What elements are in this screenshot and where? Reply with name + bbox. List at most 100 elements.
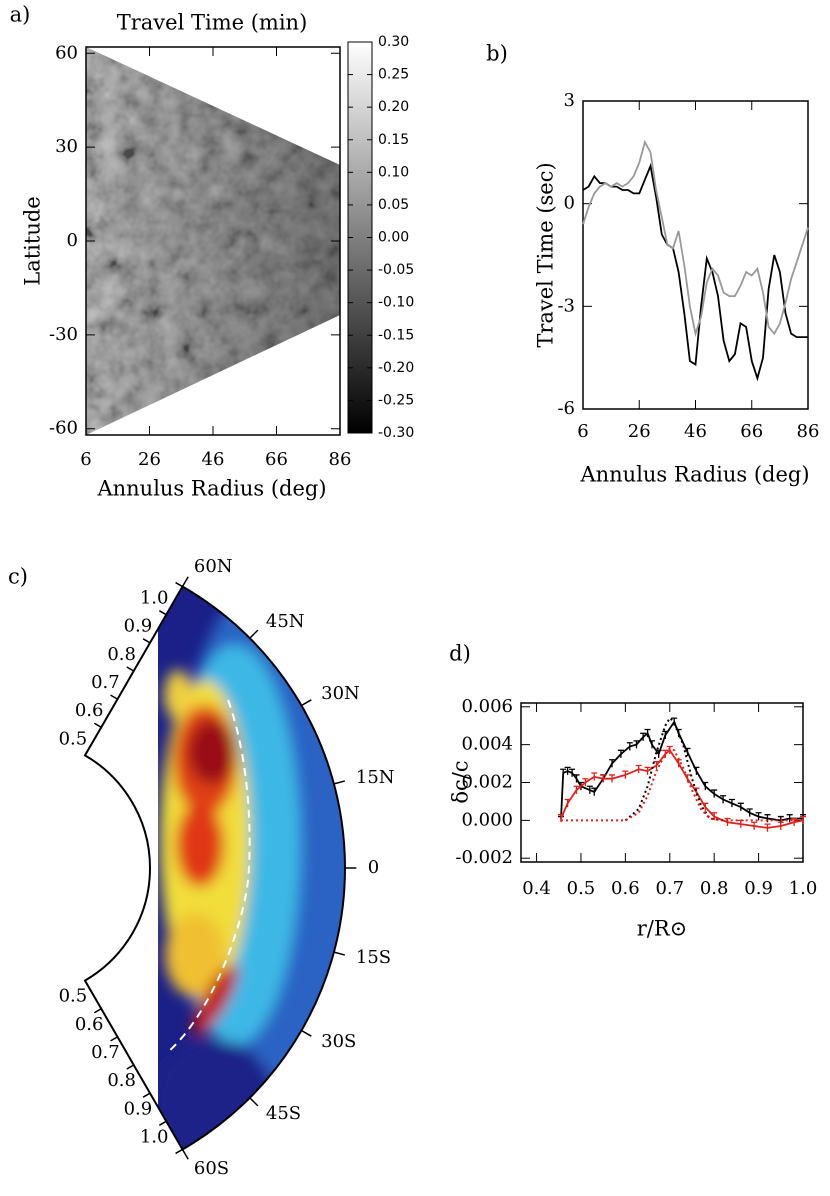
r-tick-label: 1.0 (140, 1126, 169, 1147)
y-axis-label: Travel Time (sec) (534, 162, 558, 347)
error-bar (720, 795, 727, 804)
y-tick-label: -0.002 (455, 847, 513, 868)
panel-label: c) (8, 565, 28, 589)
theta-tick-label: 0 (368, 857, 379, 878)
panel-label: a) (10, 3, 31, 27)
r-tick-label: 0.7 (91, 672, 120, 693)
polar-frame (83, 585, 347, 1151)
x-tick-label: 0.9 (744, 878, 773, 899)
y-tick-label: -3 (557, 295, 575, 316)
error-bar (617, 749, 624, 758)
error-bar (560, 768, 567, 777)
colorbar-tick-label: 0.05 (378, 197, 409, 213)
blob (158, 1040, 275, 1150)
colorbar-tick-label: -0.25 (378, 392, 414, 408)
panel-label: d) (449, 642, 471, 666)
y-tick-label: 30 (55, 136, 78, 157)
x-tick-label: 0.7 (655, 878, 684, 899)
error-bar (644, 728, 651, 738)
error-bar (702, 781, 709, 791)
series-line (560, 719, 803, 822)
y-tick-label: -60 (49, 418, 78, 439)
panel-label: b) (486, 42, 508, 66)
x-tick-label: 26 (628, 421, 651, 442)
y-tick-label: 0.006 (461, 696, 513, 717)
theta-tick-label: 15N (356, 767, 395, 788)
x-tick-label: 6 (80, 449, 91, 470)
error-bar (671, 717, 678, 726)
r-tick-label: 0.8 (107, 644, 136, 665)
r-tick-label: 0.6 (75, 700, 104, 721)
r-tick (93, 722, 102, 728)
polar-blobs (158, 586, 345, 1150)
error-bar (662, 730, 669, 739)
r-tick-label: 1.0 (140, 588, 169, 609)
y-tick-label: 0.000 (461, 809, 513, 830)
theta-tick-label: 30N (321, 683, 360, 704)
theta-tick (301, 699, 312, 707)
polar-image-outer (158, 586, 345, 1150)
x-tick-label: 6 (577, 421, 588, 442)
r-tick (110, 694, 118, 700)
colorbar-tick-label: -0.05 (378, 262, 414, 278)
theta-tick-label: 60N (194, 556, 233, 577)
colorbar-tick-label: 0.30 (378, 34, 409, 50)
theta-tick (249, 629, 259, 639)
blob (188, 720, 236, 784)
colorbar-tick-label: 0.25 (378, 67, 409, 83)
error-bar (622, 770, 629, 779)
y-tick-label: 0.002 (461, 772, 513, 793)
r-tick-label: 0.5 (59, 986, 88, 1007)
error-bar (569, 768, 576, 777)
r-tick (110, 1036, 118, 1042)
error-bar (764, 823, 771, 832)
error-bar (755, 812, 762, 821)
polar-image (158, 586, 345, 1150)
series-line (582, 139, 809, 338)
error-bar (751, 821, 758, 830)
y-tick-label: 3 (564, 90, 575, 111)
x-tick-label: 26 (138, 449, 161, 470)
dashed-contour (167, 699, 251, 1053)
theta-tick-label: 45S (266, 1103, 301, 1124)
theta-tick-label: 15S (356, 947, 391, 968)
colorbar-tick-label: -0.15 (378, 327, 414, 343)
blob (176, 803, 224, 887)
error-bar (791, 817, 798, 827)
error-bar (626, 742, 633, 751)
error-bar (644, 766, 651, 775)
error-bar (711, 812, 718, 821)
colorbar-tick-label: -0.20 (378, 360, 414, 376)
error-bar (582, 778, 589, 787)
blob (192, 964, 238, 1036)
r-tick (158, 1120, 167, 1126)
r-tick (142, 638, 151, 644)
theta-tick-label: 30S (321, 1031, 356, 1052)
y-axis-label: δc/c (449, 760, 473, 803)
series-line (624, 716, 724, 822)
error-bar (633, 740, 640, 749)
heatmap-shade (86, 47, 340, 435)
error-bar (711, 789, 718, 798)
error-bar (564, 798, 571, 808)
r-tick-label: 0.8 (107, 1070, 136, 1091)
theta-tick-label: 45N (266, 611, 305, 632)
y-tick-label: 0 (564, 193, 575, 214)
x-tick-label: 66 (265, 449, 288, 470)
theta-tick (249, 1097, 259, 1107)
x-tick-label: 0.5 (567, 878, 596, 899)
error-bar (649, 740, 656, 749)
error-bar (728, 798, 735, 808)
r-tick (175, 1148, 183, 1155)
theta-tick (181, 576, 189, 587)
x-axis-label: r/R⊙ (637, 917, 688, 941)
r-tick (93, 1008, 102, 1014)
y-tick-label: 60 (55, 42, 78, 63)
series-line (561, 747, 803, 822)
r-tick (142, 1092, 151, 1098)
error-bar (586, 785, 593, 794)
error-bar (693, 766, 700, 775)
x-tick-label: 1.0 (789, 878, 818, 899)
